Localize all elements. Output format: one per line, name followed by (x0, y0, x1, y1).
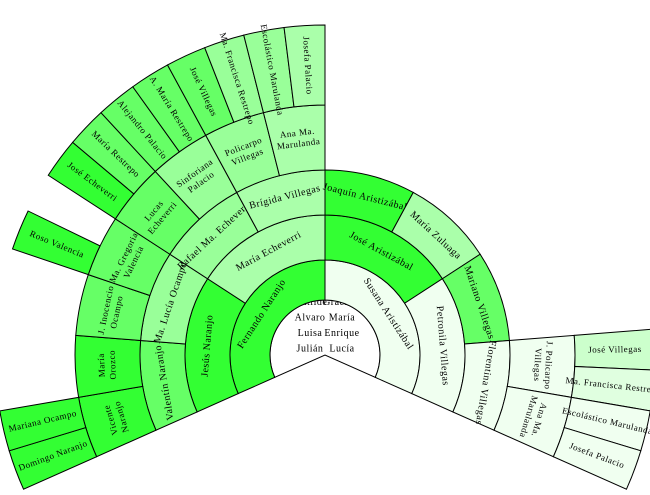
center-name: Enrique (324, 328, 359, 339)
center-name: Julián (297, 343, 324, 354)
person-cell (11, 210, 101, 276)
person-label: Orozco (107, 350, 118, 380)
center-name: Luisa (298, 328, 323, 339)
ancestor-label: José Villegas (588, 344, 642, 355)
center-name: María (329, 312, 355, 323)
person-label: Jesús Naranjo (200, 314, 216, 377)
person-cell (552, 426, 642, 490)
person-label: Ana Ma. (279, 126, 315, 140)
person-label: J. Policarpo (543, 341, 555, 390)
center-name: Alvaro (295, 312, 326, 323)
person-label: María (96, 353, 107, 377)
person-cell (283, 24, 326, 108)
center-name: Lucía (329, 343, 354, 354)
ancestor-label: Josefa Palacio (301, 36, 315, 95)
person-label: Villegas (532, 348, 544, 382)
